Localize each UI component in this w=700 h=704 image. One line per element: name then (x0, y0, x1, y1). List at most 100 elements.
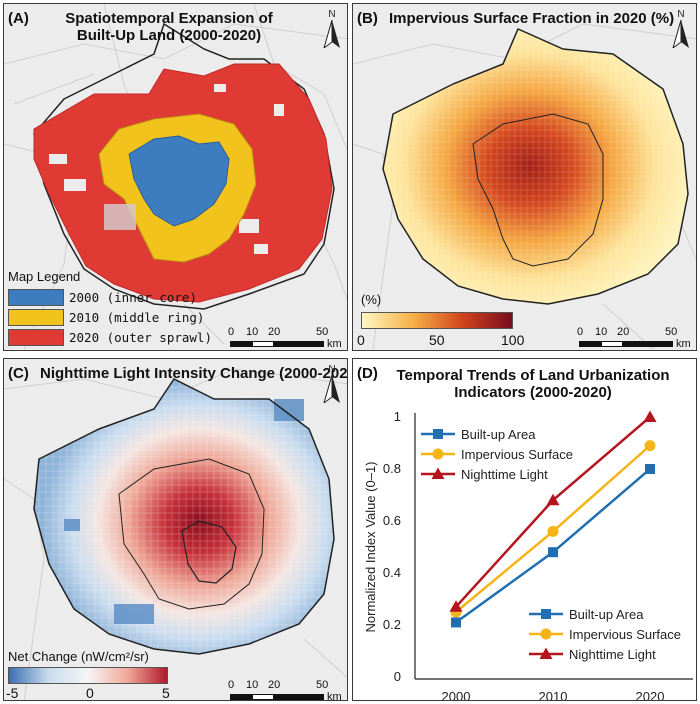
colorbar-min: -5 (6, 685, 19, 701)
legend-label: Built-up Area (461, 427, 536, 442)
scale-tick-20: 20 (268, 679, 281, 691)
legend-item-2020: 2020 (outer sprawl) (8, 327, 212, 347)
colorbar-label: Net Change (nW/cm²/sr) (8, 649, 149, 664)
panel-d-title: Temporal Trends of Land Urbanization Ind… (383, 367, 683, 401)
north-arrow-icon (672, 19, 689, 50)
scale-unit: km (327, 691, 342, 701)
north-arrow: N (669, 10, 693, 53)
legend-item-2010: 2010 (middle ring) (8, 307, 212, 327)
chart-legends: Built-up Area Impervious Surface Nighttime… (421, 427, 681, 662)
x-tick-label: 2010 (539, 689, 568, 701)
north-arrow-icon (323, 374, 340, 405)
scale-tick-50: 50 (316, 326, 329, 338)
panel-b-label: (B) (357, 10, 378, 27)
legend-marker (433, 429, 443, 439)
panel-b-title: Impervious Surface Fraction in 2020 (%) (389, 10, 675, 27)
x-tick-label: 2000 (442, 689, 471, 701)
north-arrow: N (320, 365, 344, 408)
y-ticks: 0 0.2 0.4 0.6 0.8 1 (383, 409, 401, 684)
scale-tick-50: 50 (316, 679, 329, 691)
colorbar-mid: 0 (86, 685, 94, 701)
panel-d-label: (D) (357, 365, 378, 382)
inner-core-outline (181, 520, 237, 584)
panel-d-trend-chart: (D) Temporal Trends of Land Urbanization… (352, 358, 697, 701)
data-point (547, 525, 559, 537)
basemap-roads (4, 4, 347, 350)
scale-tick-50: 50 (665, 326, 678, 338)
legend-marker (541, 609, 551, 619)
legend-label: Nighttime Light (569, 647, 656, 662)
core-2000-zone (128, 135, 230, 227)
decline-patches (64, 399, 304, 624)
north-label: N (328, 364, 336, 375)
impervious-map-canvas (353, 23, 696, 350)
legend-marker (431, 467, 445, 479)
series-lines (449, 410, 657, 628)
panel-d-title-line1: Temporal Trends of Land Urbanization (396, 367, 670, 384)
scale-tick-10: 10 (246, 679, 259, 691)
builtup-map-canvas (4, 4, 347, 350)
scale-tick-10: 10 (595, 326, 608, 338)
impervious-colorbar: (%) 0 50 100 (357, 292, 531, 348)
legend-swatch-2010 (8, 308, 64, 326)
nightlight-map-canvas (4, 368, 347, 700)
data-point (449, 600, 463, 612)
panel-a-builtup-map: (A) Spatiotemporal Expansion of Built-Up… (3, 3, 348, 351)
legend-label: Impervious Surface (461, 447, 573, 462)
map-legend: Map Legend 2000 (inner core) 2010 (middl… (8, 269, 212, 347)
scale-tick-0: 0 (228, 679, 235, 691)
north-label: N (328, 9, 336, 20)
colorbar-label: (%) (361, 292, 382, 307)
y-tick-label: 0.8 (383, 461, 401, 476)
north-label: N (677, 9, 685, 20)
colorbar-min: 0 (357, 332, 365, 348)
legend-label: Nighttime Light (461, 467, 548, 482)
data-point (644, 440, 656, 452)
panel-c-nightlight-map: (C) Nighttime Light Intensity Change (20… (3, 358, 348, 701)
legend-label: Built-up Area (569, 607, 644, 622)
legend-label-2000: 2000 (inner core) (69, 289, 197, 305)
legend-marker (539, 647, 553, 659)
study-area-boundary (33, 378, 335, 655)
series-line (455, 468, 651, 624)
north-arrow: N (320, 10, 344, 53)
scale-tick-10: 10 (246, 326, 259, 338)
scale-tick-20: 20 (617, 326, 630, 338)
nightlight-colorbar: Net Change (nW/cm²/sr) -5 0 5 (6, 649, 188, 701)
colorbar-gradient (361, 312, 513, 329)
y-tick-label: 1 (394, 409, 401, 424)
scale-bar: 0 10 20 50 km (226, 326, 346, 350)
scale-unit: km (676, 338, 691, 350)
legend-item-2000: 2000 (inner core) (8, 287, 212, 307)
panel-a-title-line1: Spatiotemporal Expansion of (65, 10, 273, 27)
middle-ring-outline (118, 458, 265, 610)
panel-d-title-line2: Indicators (2000-2020) (454, 384, 612, 401)
panel-a-title: Spatiotemporal Expansion of Built-Up Lan… (44, 10, 294, 44)
panel-a-title-line2: Built-Up Land (2000-2020) (76, 27, 262, 44)
legend-label-2020: 2020 (outer sprawl) (69, 329, 212, 345)
colorbar-max: 100 (501, 332, 525, 348)
data-point (643, 410, 657, 422)
y-tick-label: 0 (394, 669, 401, 684)
scale-tick-20: 20 (268, 326, 281, 338)
scale-unit: km (327, 338, 342, 350)
uncertain-patch (104, 204, 136, 230)
data-point (548, 547, 558, 558)
data-point (546, 493, 560, 506)
y-tick-label: 0.4 (383, 565, 401, 580)
colorbar-mid: 50 (429, 332, 445, 348)
legend-label-2010: 2010 (middle ring) (69, 309, 205, 325)
series-line (455, 416, 651, 608)
panel-c-label: (C) (8, 365, 29, 382)
legend-swatch-2020 (8, 328, 64, 346)
legend-label: Impervious Surface (569, 627, 681, 642)
legend-marker (540, 628, 552, 640)
trend-chart-svg: Normalized Index Value (0–1) 00.20.40.60… (363, 409, 693, 701)
x-tick-label: 2020 (636, 689, 665, 701)
sprawl-gaps (49, 84, 284, 254)
scale-bar: 0 10 20 50 km (575, 326, 695, 350)
x-ticks: 2000 2010 2020 (442, 689, 665, 701)
legend-marker (432, 448, 444, 460)
data-point (645, 464, 655, 474)
scale-bar: 0 10 20 50 km (226, 679, 346, 701)
